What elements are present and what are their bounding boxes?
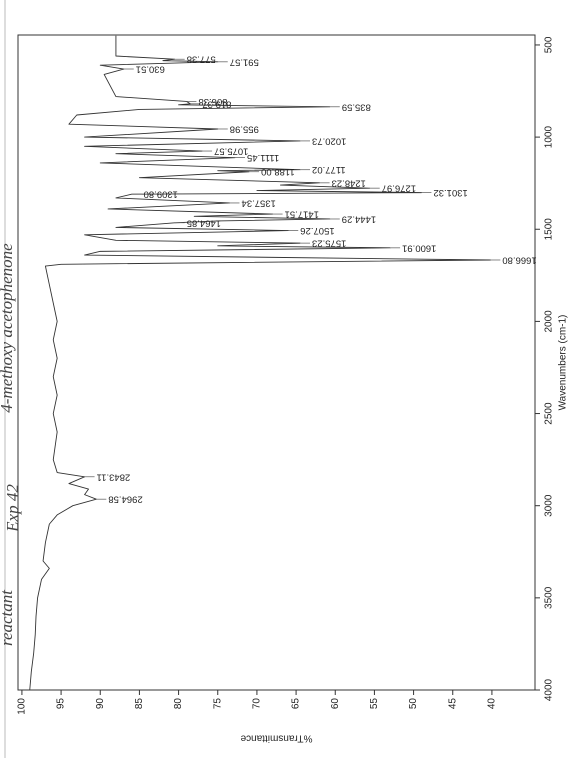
x-tick-label: 500 — [544, 36, 555, 53]
y-tick-label: 45 — [447, 698, 458, 710]
peak-label: 1301.32 — [433, 187, 467, 198]
peak-label: 2964.58 — [108, 494, 142, 505]
y-tick-label: 50 — [408, 698, 419, 710]
plot-frame — [17, 34, 536, 691]
peak-label: 955.98 — [230, 123, 259, 134]
y-tick-label: 40 — [487, 698, 498, 710]
y-axis-title: %Transmittance — [240, 732, 312, 743]
x-tick-label: 4000 — [544, 678, 555, 701]
peak-label: 1417.51 — [285, 209, 319, 220]
y-tick-label: 90 — [95, 698, 106, 710]
peak-label: 1248.23 — [332, 177, 366, 188]
y-tick-label: 85 — [134, 698, 145, 710]
x-tick-label: 3000 — [544, 494, 555, 517]
peak-label: 1276.97 — [382, 183, 416, 194]
x-tick-label: 1000 — [544, 126, 555, 149]
y-tick-label: 100 — [17, 698, 28, 715]
peak-label: 835.59 — [342, 101, 371, 112]
peak-label: 806.38 — [198, 96, 227, 107]
peak-label: 1600.91 — [402, 242, 436, 253]
y-tick-label: 80 — [173, 698, 184, 710]
peak-label: 1020.73 — [312, 135, 346, 146]
peak-label: 1177.02 — [312, 164, 346, 175]
peak-label: 1111.45 — [247, 152, 279, 163]
handwritten-note: 4-methoxy acetophenone — [0, 243, 16, 413]
y-tick-label: 55 — [369, 698, 380, 710]
y-tick-label: 60 — [330, 698, 341, 710]
peak-label: 1444.29 — [342, 213, 376, 224]
peak-label: 819.37 — [202, 98, 231, 109]
peak-label: 1507.26 — [300, 225, 334, 236]
y-tick-label: 65 — [291, 698, 302, 710]
handwritten-note: Exp 42 — [3, 484, 22, 533]
peak-label: 577.38 — [187, 54, 216, 65]
x-axis-title: Wavenumbers (cm-1) — [558, 315, 569, 411]
rotated-chart: 4000 3500 3000 2500 2000 1500 1000 500 Wavenumbe… — [0, 34, 569, 743]
peak-label: 1666.80 — [502, 254, 536, 265]
peak-label: 1075.57 — [214, 146, 248, 157]
peak-label: 591.57 — [230, 56, 259, 67]
x-tick-label: 2000 — [544, 310, 555, 333]
x-tick-label: 2500 — [544, 402, 555, 425]
peak-label: 1575.23 — [312, 238, 346, 249]
peak-label: 1464.85 — [187, 217, 221, 228]
x-tick-label: 1500 — [544, 218, 555, 241]
y-tick-label: 95 — [56, 698, 67, 710]
handwritten-note: reactant — [0, 589, 16, 646]
y-tick-label: 75 — [212, 698, 223, 710]
peak-label: 1188.00 — [261, 166, 295, 177]
peak-label: 2843.11 — [97, 471, 131, 482]
y-tick-label: 70 — [252, 698, 263, 710]
peak-label: 1309.80 — [144, 189, 178, 200]
peak-label: 630.51 — [136, 63, 165, 74]
x-tick-label: 3500 — [544, 586, 555, 609]
peak-label: 1357.34 — [242, 197, 276, 208]
